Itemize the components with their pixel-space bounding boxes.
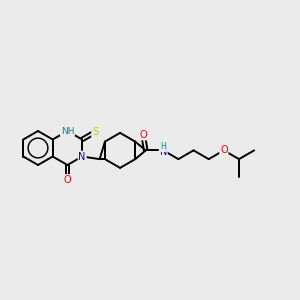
Text: N: N bbox=[160, 147, 167, 157]
Text: NH: NH bbox=[61, 127, 74, 136]
Text: O: O bbox=[64, 175, 71, 185]
Text: H: H bbox=[160, 142, 166, 152]
Text: O: O bbox=[220, 146, 228, 155]
Text: O: O bbox=[139, 130, 147, 140]
Text: N: N bbox=[79, 152, 86, 161]
Text: S: S bbox=[92, 127, 98, 137]
